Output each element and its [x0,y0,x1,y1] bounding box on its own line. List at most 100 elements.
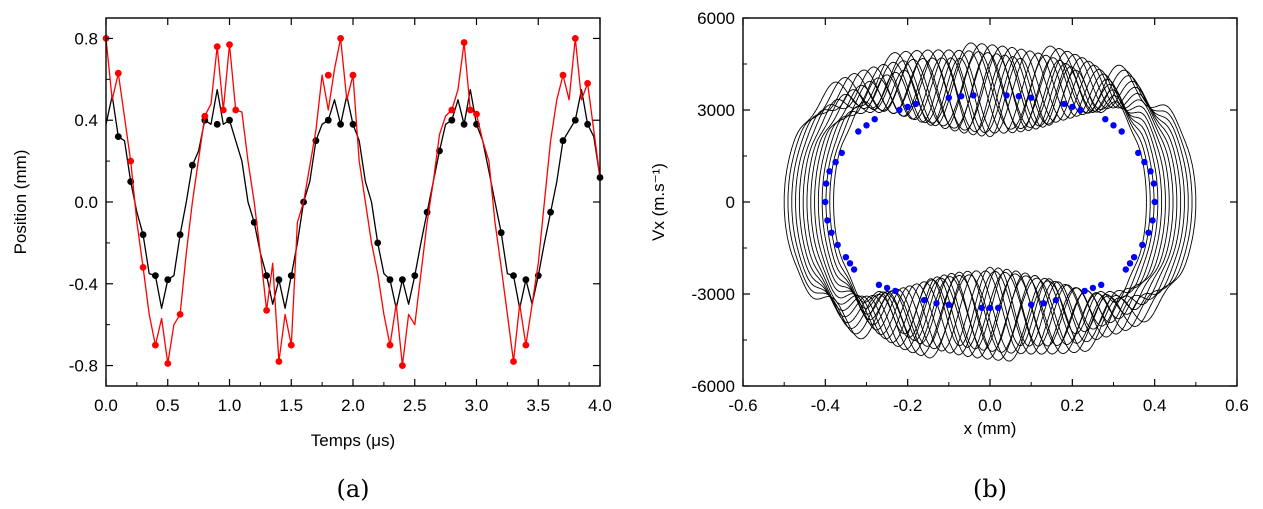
chart-b-x-tick-label: 0.6 [1225,396,1249,415]
chart-b-point [1147,168,1154,175]
chart-b-point [1150,180,1158,187]
chart-a-x-tick-label: 1.0 [218,396,242,415]
chart-b-point [1028,301,1035,308]
chart-a-series-1-point [213,120,221,128]
chart-b-point [1081,287,1088,295]
chart-b-point [1102,116,1109,123]
chart-a-series-1-point [139,231,147,239]
chart-a-y-axis-title: Position (mm) [11,150,30,255]
chart-a-panel-label: (a) [336,475,369,503]
chart-a-series-1-point [349,120,357,128]
chart-a-x-tick-label: 2.5 [403,396,427,415]
chart-a-series-0-point [559,71,567,79]
chart-a-series-0-point [263,307,270,314]
chart-a-series-1-point [374,239,382,247]
chart-a-y-tick-label: -0.8 [69,357,98,376]
chart-b-point [1118,128,1125,135]
chart-b-point [892,287,899,295]
chart-a-series-0-point [448,106,456,114]
chart-a-series-1-point [226,116,233,124]
chart-b-point [822,198,829,206]
chart-a-series-0-point [232,106,240,114]
chart-a-series-1-point [287,272,295,279]
chart-a-series-1-point [164,276,172,284]
chart-a-x-tick-label: 1.5 [279,396,303,415]
chart-a-y-tick-label: 0.4 [74,111,98,130]
chart-b-point [871,116,878,123]
chart-a-series-1-point [386,276,394,284]
chart-b-trajectory-orbit [829,56,1151,348]
chart-b-ticks: -0.6 -0.4 -0.2 0.0 0.2 0.4 0.6 -6000 -3000 0 3000 6… [692,9,1249,415]
chart-b-x-tick-label: -0.4 [811,396,840,415]
chart-a-series-0-point [213,43,221,50]
chart-b-point [834,241,841,249]
chart-b-y-tick-label: 3000 [697,101,735,120]
chart-b-point [1028,94,1035,101]
chart-a-series-0-point [275,358,283,365]
chart-b-y-tick-label: -6000 [692,377,735,396]
chart-b-point [933,300,940,307]
chart-a-series-1-point [571,116,579,124]
chart-a-series-0-point [399,362,406,369]
chart-b-point [1015,93,1022,100]
chart-b-trajectory-orbit [795,45,1185,359]
chart-b-trajectory-orbit [791,44,1189,360]
chart-b-point [1089,284,1097,292]
chart-b-point [958,93,965,100]
chart-b-point [1003,92,1010,99]
chart-a-x-axis-title: Temps (μs) [311,431,395,450]
chart-b-point [1135,149,1142,157]
chart-b-trajectory-orbit [798,47,1182,357]
chart-a-series-0-point [164,360,172,367]
chart-a-series-1-point [114,133,122,141]
chart-b-point [1149,217,1156,224]
chart-a-x-tick-label: 3.0 [465,396,489,415]
chart-a-series-1-point [337,120,344,128]
chart-a-series-0-point [226,41,233,48]
chart-b-point [1069,103,1076,111]
chart-a-series-0-point [139,264,147,271]
chart-b-point [1052,296,1060,304]
chart-b-point [1130,254,1138,261]
chart-b-point [995,304,1002,311]
chart-a-series-0-point [201,112,209,120]
chart-a-series-1-point [324,116,332,124]
chart-b-point [970,92,977,99]
chart-b-point [842,254,850,261]
chart-b-y-tick-label: 6000 [697,9,735,28]
chart-b-y-axis-title: Vx (m.s⁻¹) [649,163,668,241]
chart-a: 0.0 0.5 1.0 1.5 2.0 2.5 3.0 3.5 4.0 -0.8 -0.4 0.0 0.… [11,17,612,503]
chart-a-x-tick-label: 3.5 [526,396,550,415]
chart-b-point [1141,158,1148,166]
chart-b-point [832,158,839,166]
chart-a-series-1-point [559,137,567,145]
chart-a-series-1-point [584,120,591,128]
chart-b-point [1139,241,1146,249]
chart-b: -0.6 -0.4 -0.2 0.0 0.2 0.4 0.6 -6000 -3000 0 3000 6… [649,9,1249,503]
chart-a-series-0-point [466,106,474,114]
chart-a-x-tick-label: 4.0 [588,396,612,415]
chart-b-point [1098,281,1105,288]
chart-a-series-1-point [497,229,505,237]
chart-b-point [846,260,854,267]
chart-b-point [826,168,833,175]
chart-b-point [986,304,994,311]
chart-b-x-tick-label: 0.4 [1143,396,1167,415]
chart-a-y-tick-label: -0.4 [69,275,98,294]
chart-a-series-group [102,35,604,369]
chart-b-panel-label: (b) [973,475,1007,503]
chart-a-series-1-point [522,276,530,284]
chart-b-point [945,94,952,101]
chart-b-point [920,296,928,304]
chart-a-series-0-line [105,37,601,367]
chart-a-series-0-point [510,358,517,365]
chart-b-x-tick-label: -0.6 [728,396,757,415]
chart-a-series-0-point [176,311,184,318]
chart-a-series-1-point [547,208,554,216]
chart-b-point [1077,106,1084,114]
chart-a-series-0-point [219,106,227,114]
chart-a-series-0-point [349,71,357,79]
chart-a-ticks: 0.0 0.5 1.0 1.5 2.0 2.5 3.0 3.5 4.0 -0.8 -0.4 0.0 0.… [69,18,612,415]
chart-b-trajectory-orbit [802,48,1178,356]
chart-a-series-0-point [127,157,135,165]
